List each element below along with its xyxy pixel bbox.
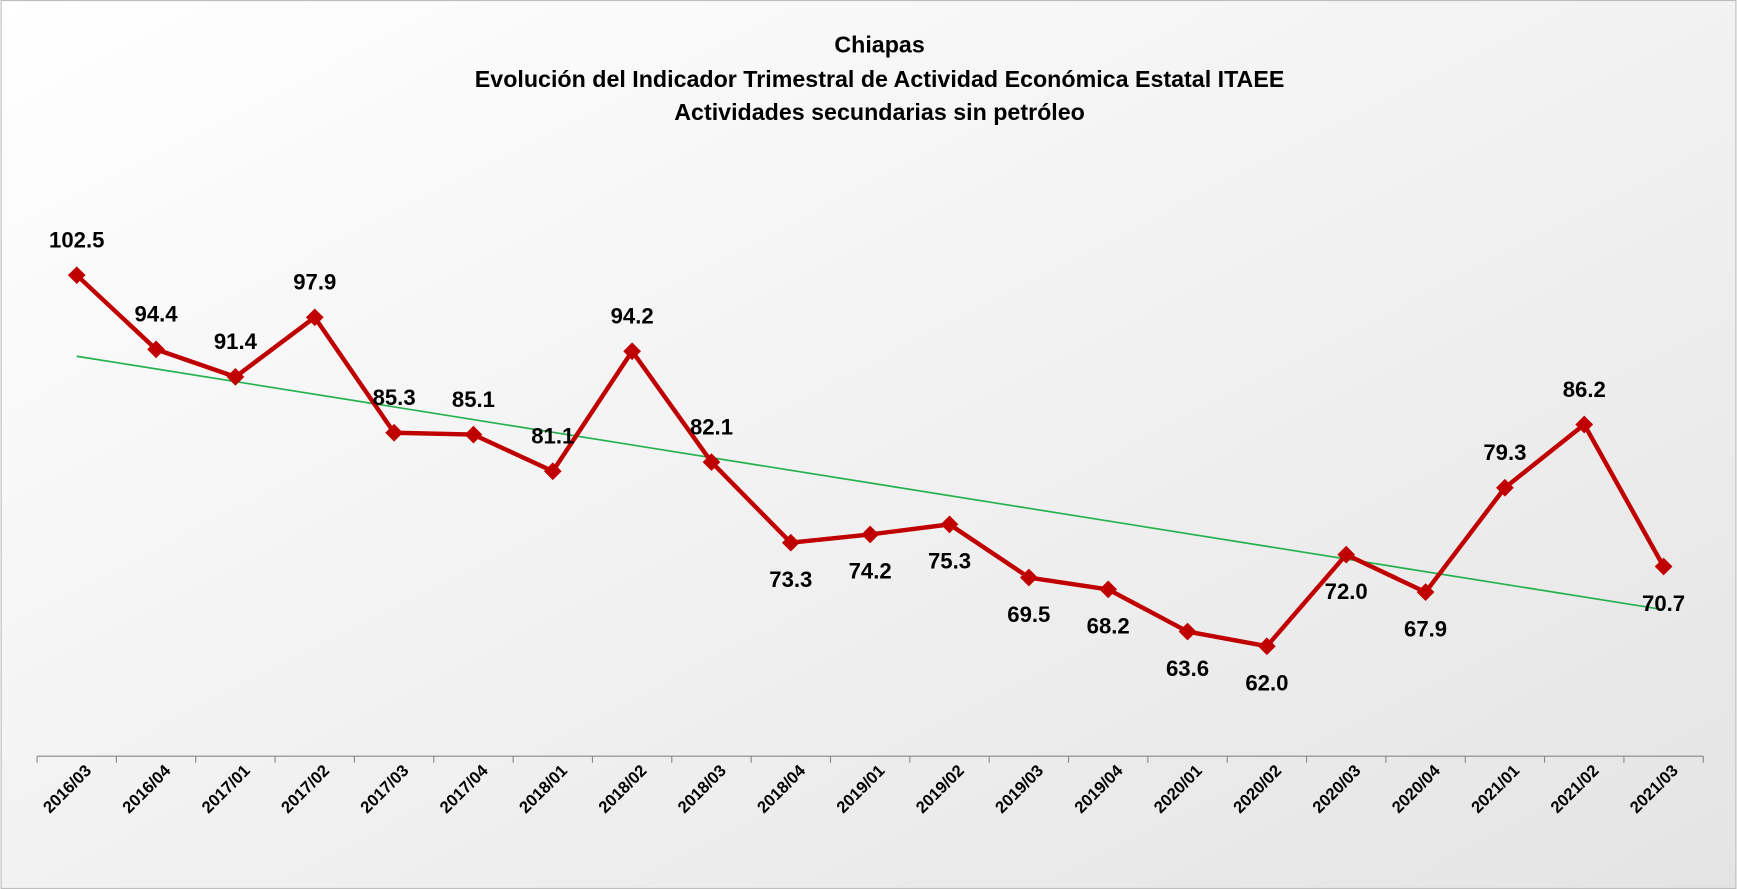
- data-point: [1337, 545, 1356, 564]
- data-point: [67, 266, 86, 285]
- data-label: 97.9: [293, 270, 336, 295]
- data-label: 72.0: [1325, 579, 1368, 604]
- trend-line: [76, 355, 1664, 611]
- data-label: 102.5: [49, 228, 104, 253]
- data-label: 69.5: [1007, 602, 1050, 627]
- data-label: 94.4: [135, 302, 179, 327]
- data-point: [226, 368, 245, 386]
- data-label: 73.3: [769, 567, 812, 592]
- chart-title: Chiapas: [834, 32, 924, 58]
- data-label: 86.2: [1563, 377, 1606, 402]
- data-label: 85.3: [373, 385, 416, 410]
- data-label: 68.2: [1087, 614, 1130, 639]
- data-label: 82.1: [690, 414, 733, 439]
- chart-subtitle: Evolución del Indicador Trimestral de Ac…: [475, 66, 1285, 92]
- data-label: 70.7: [1642, 591, 1685, 616]
- data-point: [1496, 478, 1514, 497]
- data-label: 67.9: [1404, 616, 1447, 641]
- data-point: [1258, 637, 1276, 656]
- data-point: [1654, 557, 1673, 576]
- data-label: 75.3: [928, 549, 971, 574]
- data-label: 63.6: [1166, 656, 1209, 681]
- data-label: 74.2: [849, 559, 892, 584]
- data-label: 94.2: [611, 304, 654, 329]
- data-point: [781, 533, 800, 552]
- data-label: 81.1: [531, 424, 574, 449]
- data-point: [623, 342, 641, 361]
- chart-subtitle: Actividades secundarias sin petróleo: [674, 99, 1085, 125]
- data-point: [385, 423, 403, 442]
- data-point: [861, 525, 880, 544]
- data-point: [702, 453, 721, 471]
- data-label: 91.4: [214, 329, 258, 354]
- data-label: 85.1: [452, 387, 495, 412]
- data-label: 62.0: [1245, 670, 1288, 695]
- data-point: [940, 515, 959, 534]
- data-point: [147, 340, 165, 359]
- data-label: 79.3: [1483, 440, 1526, 465]
